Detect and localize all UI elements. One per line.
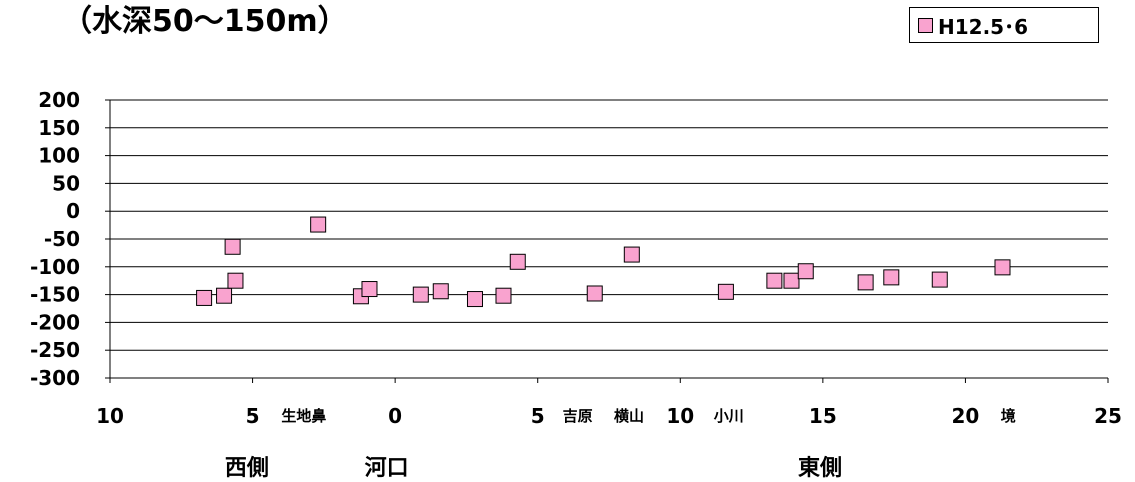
data-point: [509, 253, 526, 270]
place-label: 境: [1001, 407, 1016, 425]
data-point: [224, 238, 241, 255]
data-point: [495, 287, 512, 304]
data-point: [466, 291, 483, 308]
x-tick-label: 10: [96, 404, 124, 428]
place-label: 横山: [614, 407, 644, 425]
data-point: [883, 269, 900, 286]
y-tick-label: 0: [66, 199, 80, 223]
data-point: [216, 287, 233, 304]
x-tick-label: 25: [1094, 404, 1122, 428]
x-tick-label: 5: [531, 404, 545, 428]
region-labels: 西側 河口 東側: [225, 456, 842, 481]
x-tick-label: 10: [666, 404, 694, 428]
y-tick-label: 50: [52, 171, 80, 195]
place-labels: 生地鼻 吉原 横山 小川 境: [281, 407, 1015, 425]
x-tick-label: 0: [388, 404, 402, 428]
x-axis-tick-labels: 10 5 0 5 10 15 20 25: [96, 404, 1122, 428]
legend-entry-label: H12.5･6: [938, 14, 1028, 39]
data-point: [196, 289, 213, 306]
y-tick-label: -300: [30, 366, 80, 390]
data-point: [623, 246, 640, 263]
data-point: [717, 283, 734, 300]
region-label: 西側: [225, 456, 269, 481]
data-point: [432, 283, 449, 300]
axes: [105, 99, 1109, 383]
y-tick-label: -250: [30, 338, 80, 362]
data-point: [797, 263, 814, 280]
data-point: [766, 272, 783, 289]
region-label: 河口: [365, 456, 409, 481]
region-label: 東側: [798, 456, 842, 481]
data-point: [227, 272, 244, 289]
data-point: [994, 259, 1011, 276]
y-tick-label: -150: [30, 283, 80, 307]
data-point: [361, 281, 378, 298]
gridlines: [110, 99, 1108, 351]
y-tick-label: 150: [38, 116, 80, 140]
data-points: [196, 216, 1011, 308]
y-tick-label: -100: [30, 255, 80, 279]
y-tick-label: 200: [38, 88, 80, 112]
place-label: 生地鼻: [281, 407, 326, 425]
place-label: 小川: [714, 407, 744, 425]
x-tick-label: 15: [809, 404, 837, 428]
legend-marker-swatch: [918, 17, 933, 33]
y-tick-label: -50: [44, 227, 80, 251]
data-point: [310, 216, 327, 233]
x-tick-label: 5: [246, 404, 260, 428]
legend: H12.5･6: [909, 7, 1099, 43]
y-axis-tick-labels: 200 150 100 50 0 -50 -100 -150 -200 -250 -300: [30, 88, 80, 390]
x-tick-label: 20: [952, 404, 980, 428]
y-tick-label: 100: [38, 144, 80, 168]
y-tick-label: -200: [30, 310, 80, 334]
data-point: [857, 274, 874, 291]
place-label: 吉原: [563, 407, 593, 425]
data-point: [931, 271, 948, 288]
chart-title: （水深50〜150m）: [62, 4, 348, 39]
data-point: [586, 285, 603, 302]
data-point: [412, 286, 429, 303]
data-point: [783, 272, 800, 289]
